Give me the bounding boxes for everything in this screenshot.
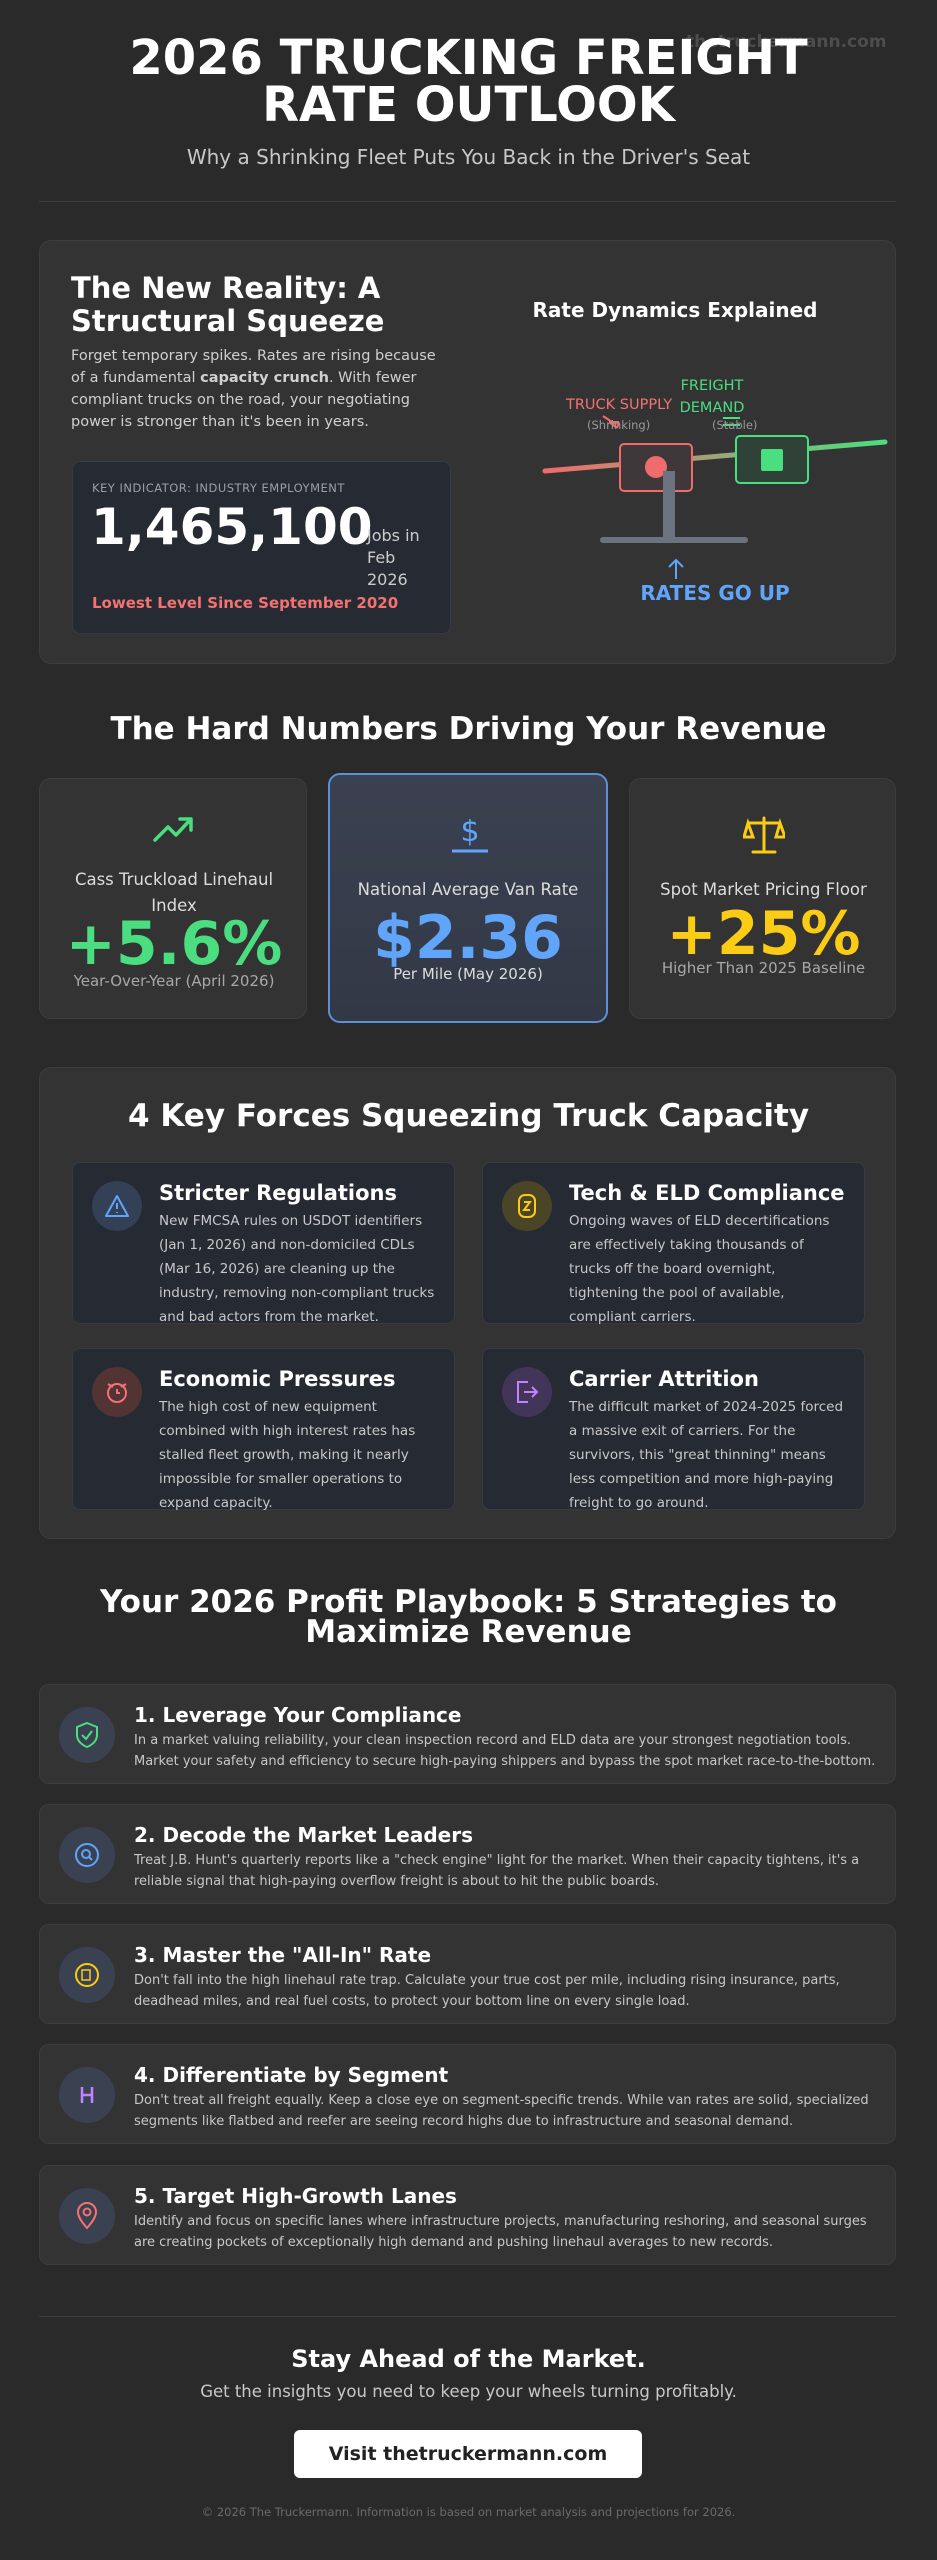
indicator-value: 1,465,100 (91, 498, 373, 556)
demand-note: (Stable) (712, 418, 758, 432)
indicator-note: Lowest Level Since September 2020 (92, 594, 399, 612)
strategy-title: 2. Decode the Market Leaders (134, 1823, 473, 1847)
strategy-icon (59, 2188, 115, 2244)
strategy-text: Treat J.B. Hunt's quarterly reports like… (134, 1853, 860, 1889)
stat-note: Higher Than 2025 Baseline (661, 959, 866, 977)
strategy-icon (59, 1827, 115, 1883)
force-title: Economic Pressures (159, 1367, 396, 1391)
indicator-label: KEY INDICATOR: INDUSTRY EMPLOYMENT (92, 481, 345, 495)
section-title: 4 Key Forces Squeezing Truck Capacity (127, 1098, 810, 1134)
footer: © 2026 The Truckermann. Information is b… (201, 2505, 736, 2519)
balance-beam (542, 439, 888, 474)
page-title: 2026 TRUCKING FREIGHT RATE OUTLOOK (129, 30, 808, 133)
force-text: The high cost of new equipment combined … (159, 1399, 416, 1511)
forces-card: 4 Key Forces Squeezing Truck Capacity St… (39, 1067, 896, 1539)
cta-title: Stay Ahead of the Market. (291, 2345, 646, 2373)
balance-stand (600, 471, 748, 543)
stat-value: $2.36 (373, 903, 563, 973)
strategy-icon (59, 1947, 115, 2003)
strategy-text: Don't treat all freight equally. Keep a … (134, 2093, 869, 2129)
section-title: Your 2026 Profit Playbook: 5 Strategies … (100, 1584, 837, 1650)
divider (39, 2316, 896, 2317)
section-title: The Hard Numbers Driving Your Revenue (110, 711, 827, 747)
result-label: RATES GO UP (640, 581, 790, 605)
subtitle: Why a Shrinking Fleet Puts You Back in t… (186, 145, 751, 169)
stat-label: Spot Market Pricing Floor (660, 880, 867, 899)
strategy-item: 4. Differentiate by Segment Don't treat … (39, 2044, 896, 2144)
force-item: Tech & ELD Compliance Ongoing waves of E… (482, 1162, 865, 1325)
trend-icon (153, 817, 193, 842)
force-title: Carrier Attrition (569, 1367, 759, 1391)
cta-text: Get the insights you need to keep your w… (200, 2382, 737, 2401)
stat-value: +25% (666, 899, 861, 969)
stat-label: Cass Truckload Linehaul Index (74, 870, 274, 915)
stat-card: Spot Market Pricing Floor +25% Higher Th… (629, 778, 896, 1019)
strategy-title: 1. Leverage Your Compliance (134, 1703, 462, 1727)
intro-text: Forget temporary spikes. Rates are risin… (71, 345, 447, 433)
stand-base (600, 537, 748, 543)
force-title: Stricter Regulations (159, 1181, 397, 1205)
stat-label: National Average Van Rate (357, 880, 579, 899)
force-text: The difficult market of 2024-2025 forced… (569, 1399, 844, 1511)
stat-card: Cass Truckload Linehaul Index +5.6% Year… (39, 778, 307, 1019)
balance-diagram (542, 415, 888, 492)
cta-button[interactable]: Visit thetruckermann.com (294, 2430, 642, 2478)
force-title: Tech & ELD Compliance (569, 1181, 845, 1205)
text: . With fewer compliant trucks on the roa… (71, 370, 417, 430)
strategy-item: 3. Master the "All-In" Rate Don't fall i… (39, 1924, 896, 2024)
bold-text: capacity crunch (200, 370, 329, 386)
strategy-item: 1. Leverage Your Compliance In a market … (39, 1684, 896, 1784)
force-item: Carrier Attrition The difficult market o… (482, 1348, 865, 1511)
strategy-icon (59, 1707, 115, 1763)
stand-post (663, 471, 675, 539)
strategy-icon (59, 2067, 115, 2123)
strategy-item: 5. Target High-Growth Lanes Identify and… (39, 2165, 896, 2265)
indicator-box: KEY INDICATOR: INDUSTRY EMPLOYMENT 1,465… (72, 461, 451, 634)
divider (39, 201, 896, 202)
svg-text:$: $ (460, 819, 479, 849)
force-text: Ongoing waves of ELD decertifications ar… (569, 1213, 830, 1325)
force-icon (502, 1181, 552, 1231)
force-item: Stricter Regulations New FMCSA rules on … (72, 1162, 455, 1325)
strategy-title: 3. Master the "All-In" Rate (134, 1943, 432, 1967)
diagram-title: Rate Dynamics Explained (532, 298, 818, 322)
stat-note: Year-Over-Year (April 2026) (73, 972, 275, 990)
force-icon (92, 1181, 142, 1231)
strategy-text: In a market valuing reliability, your cl… (134, 1733, 876, 1769)
up-arrow-icon (668, 558, 684, 579)
text: Forget temporary spikes. Rates are risin… (71, 348, 436, 386)
strategy-text: Don't fall into the high linehaul rate t… (134, 1973, 840, 2009)
force-text: New FMCSA rules on USDOT identifiers (Ja… (159, 1213, 435, 1325)
stat-value: +5.6% (65, 909, 283, 979)
watermark: thetruckermann.com (686, 32, 887, 52)
strategy-text: Identify and focus on specific lanes whe… (134, 2214, 867, 2250)
stat-note: Per Mile (May 2026) (393, 965, 543, 983)
strategy-title: 5. Target High-Growth Lanes (134, 2184, 457, 2208)
down-arrow-icon (602, 415, 616, 425)
section-title: The New Reality: A Structural Squeeze (71, 271, 385, 338)
force-item: Economic Pressures The high cost of new … (72, 1348, 455, 1511)
demand-icon (761, 449, 783, 471)
dollar-icon: $ (452, 819, 488, 853)
force-icon (92, 1367, 142, 1417)
force-icon (502, 1367, 552, 1417)
reality-card: The New Reality: A Structural Squeeze Fo… (39, 240, 896, 664)
strategy-item: 2. Decode the Market Leaders Treat J.B. … (39, 1804, 896, 1904)
demand-label: FREIGHT DEMAND (679, 378, 745, 416)
supply-icon (645, 456, 667, 478)
supply-note: (Shrinking) (587, 418, 651, 432)
indicator-unit: Jobs in Feb 2026 (367, 526, 420, 589)
scale-icon (743, 816, 785, 854)
strategy-title: 4. Differentiate by Segment (134, 2063, 449, 2087)
stat-card: $ National Average Van Rate $2.36 Per Mi… (328, 773, 608, 1023)
supply-label: TRUCK SUPPLY (566, 397, 673, 413)
